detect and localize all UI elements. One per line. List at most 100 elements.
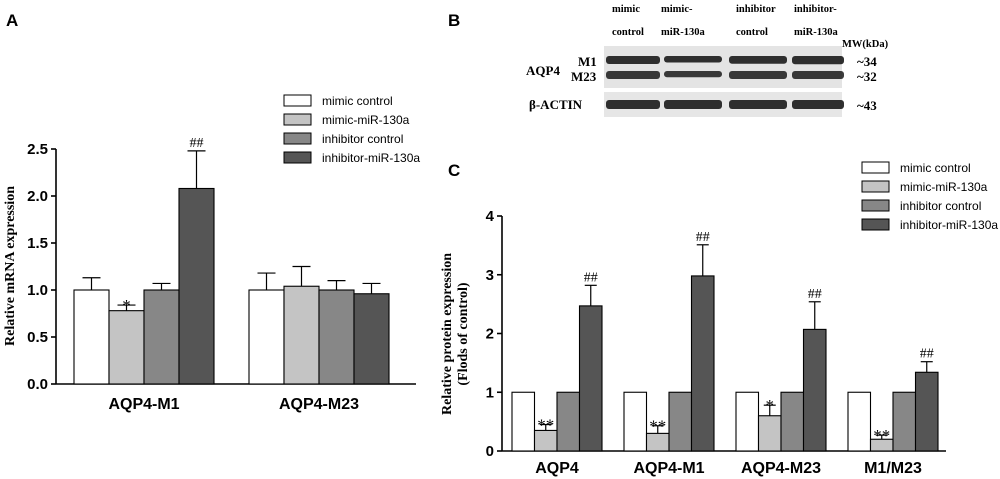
a-category-label: AQP4-M23 bbox=[279, 396, 359, 413]
mw-actin-label: ~43 bbox=[857, 98, 877, 113]
c-bar bbox=[578, 305, 603, 452]
lane-label-line2: control bbox=[736, 27, 768, 38]
panel-c-letter: C bbox=[448, 161, 460, 180]
aqp4-bands bbox=[606, 56, 844, 79]
c-category-label: AQP4-M1 bbox=[633, 460, 704, 477]
a-legend-swatch bbox=[283, 132, 312, 145]
c-bar bbox=[735, 391, 760, 452]
lane-label-line2: miR-130a bbox=[794, 27, 838, 38]
c-y-tick-label: 4 bbox=[486, 208, 495, 225]
c-significance-marker: ** bbox=[873, 426, 890, 445]
a-y-tick-label: 2.5 bbox=[27, 141, 48, 158]
actin-band bbox=[729, 100, 787, 109]
a-bar bbox=[143, 289, 180, 385]
c-bar bbox=[690, 275, 715, 452]
panel-a: A Relative mRNA expression 0.0 0.5 1.0 1.5 2… bbox=[3, 11, 420, 413]
c-y-tick-label: 2 bbox=[486, 326, 494, 343]
lane-label-line2: control bbox=[612, 27, 644, 38]
panel-c-y-axis-label-line1: Relative protein expression bbox=[440, 253, 455, 415]
c-legend-label: mimic control bbox=[900, 161, 971, 175]
c-category-label: AQP4-M23 bbox=[741, 460, 821, 477]
m23-isoform-label: M23 bbox=[571, 69, 597, 84]
c-significance-marker: ## bbox=[808, 287, 822, 302]
lane-label-line2: miR-130a bbox=[661, 27, 705, 38]
blot-lane-labels: mimic control mimic-miR-130a inhibitor contr… bbox=[612, 4, 838, 38]
c-significance-marker: ## bbox=[696, 230, 710, 245]
a-bar bbox=[108, 310, 145, 385]
panel-c: C Relative protein expression (Flods of … bbox=[440, 161, 998, 477]
aqp4-blot-label: AQP4 bbox=[526, 63, 560, 78]
c-legend-swatch bbox=[861, 218, 890, 231]
a-legend-label: mimic control bbox=[322, 94, 393, 108]
lane-label-line1: mimic- bbox=[661, 4, 693, 15]
aqp4-m23-band bbox=[792, 71, 844, 79]
a-y-tick-label: 1.0 bbox=[27, 282, 48, 299]
c-bar bbox=[668, 391, 693, 452]
panel-c-axes: 0 1 2 3 4 AQP4 AQP4-M1 AQP4-M23 M1/M23 bbox=[486, 208, 946, 477]
aqp4-blot bbox=[604, 46, 844, 88]
a-bar bbox=[318, 289, 355, 385]
aqp4-m1-band bbox=[792, 56, 844, 65]
c-legend-label: inhibitor control bbox=[900, 199, 981, 213]
c-bar bbox=[780, 391, 805, 452]
panel-c-y-axis-label-line2: (Flods of control) bbox=[456, 282, 471, 386]
actin-blot bbox=[604, 92, 844, 117]
a-bar bbox=[73, 289, 110, 385]
aqp4-m1-band bbox=[729, 56, 787, 64]
a-significance-marker: * bbox=[122, 296, 131, 315]
a-legend-swatch bbox=[283, 113, 312, 126]
a-bar bbox=[353, 293, 390, 385]
aqp4-m1-band bbox=[606, 56, 660, 64]
c-legend-label: mimic-miR-130a bbox=[900, 180, 988, 194]
c-bar bbox=[556, 391, 581, 452]
a-legend-swatch bbox=[283, 94, 312, 107]
actin-bands bbox=[606, 100, 844, 109]
c-bar bbox=[645, 432, 670, 452]
c-bar bbox=[623, 391, 648, 452]
c-y-tick-label: 3 bbox=[486, 267, 494, 284]
c-legend-label: inhibitor-miR-130a bbox=[900, 218, 998, 232]
mw-m1-label: ~34 bbox=[857, 54, 877, 69]
a-y-tick-label: 0.0 bbox=[27, 376, 48, 393]
c-significance-marker: * bbox=[766, 396, 775, 415]
c-bar bbox=[847, 391, 872, 452]
panel-c-bars: ** ## ** ## * ## ** ## bbox=[511, 230, 939, 452]
c-significance-marker: ** bbox=[649, 417, 666, 436]
panel-a-bars: * ## bbox=[73, 136, 390, 385]
panel-c-legend: mimic control mimic-miR-130a inhibitor con… bbox=[861, 161, 998, 232]
panel-a-legend: mimic control mimic-miR-130a inhibitor con… bbox=[283, 94, 420, 165]
c-significance-marker: ** bbox=[537, 416, 554, 435]
c-bar bbox=[757, 415, 782, 452]
actin-blot-label: β-ACTIN bbox=[529, 97, 583, 112]
a-legend-label: mimic-miR-130a bbox=[322, 113, 410, 127]
actin-band bbox=[792, 100, 844, 109]
c-bar bbox=[892, 391, 917, 452]
c-legend-swatch bbox=[861, 199, 890, 212]
c-bar bbox=[914, 371, 939, 452]
aqp4-m23-band bbox=[606, 71, 660, 79]
c-bar bbox=[511, 391, 536, 452]
panel-b-letter: B bbox=[448, 11, 460, 30]
a-bar bbox=[178, 187, 215, 385]
panel-a-letter: A bbox=[6, 11, 18, 30]
c-significance-marker: ## bbox=[920, 347, 934, 362]
mw-m23-label: ~32 bbox=[857, 69, 877, 84]
lane-label-line1: mimic bbox=[612, 4, 640, 15]
a-y-tick-label: 2.0 bbox=[27, 188, 48, 205]
c-bar bbox=[802, 328, 827, 452]
c-legend-swatch bbox=[861, 180, 890, 193]
mw-header: MW(kDa) bbox=[842, 39, 889, 50]
a-category-label: AQP4-M1 bbox=[108, 396, 179, 413]
c-category-label: M1/M23 bbox=[864, 460, 922, 477]
lane-label-line1: inhibitor- bbox=[794, 4, 837, 15]
aqp4-m23-band bbox=[729, 71, 787, 79]
a-y-tick-label: 0.5 bbox=[27, 329, 48, 346]
c-y-tick-label: 0 bbox=[486, 443, 494, 460]
panel-b: B mimic control mimic-miR-130a inhibitor con… bbox=[448, 4, 889, 117]
c-category-label: AQP4 bbox=[535, 460, 579, 477]
aqp4-blot-background bbox=[604, 46, 842, 88]
m1-isoform-label: M1 bbox=[578, 54, 597, 69]
a-legend-label: inhibitor-miR-130a bbox=[322, 151, 420, 165]
a-bar bbox=[283, 285, 320, 385]
